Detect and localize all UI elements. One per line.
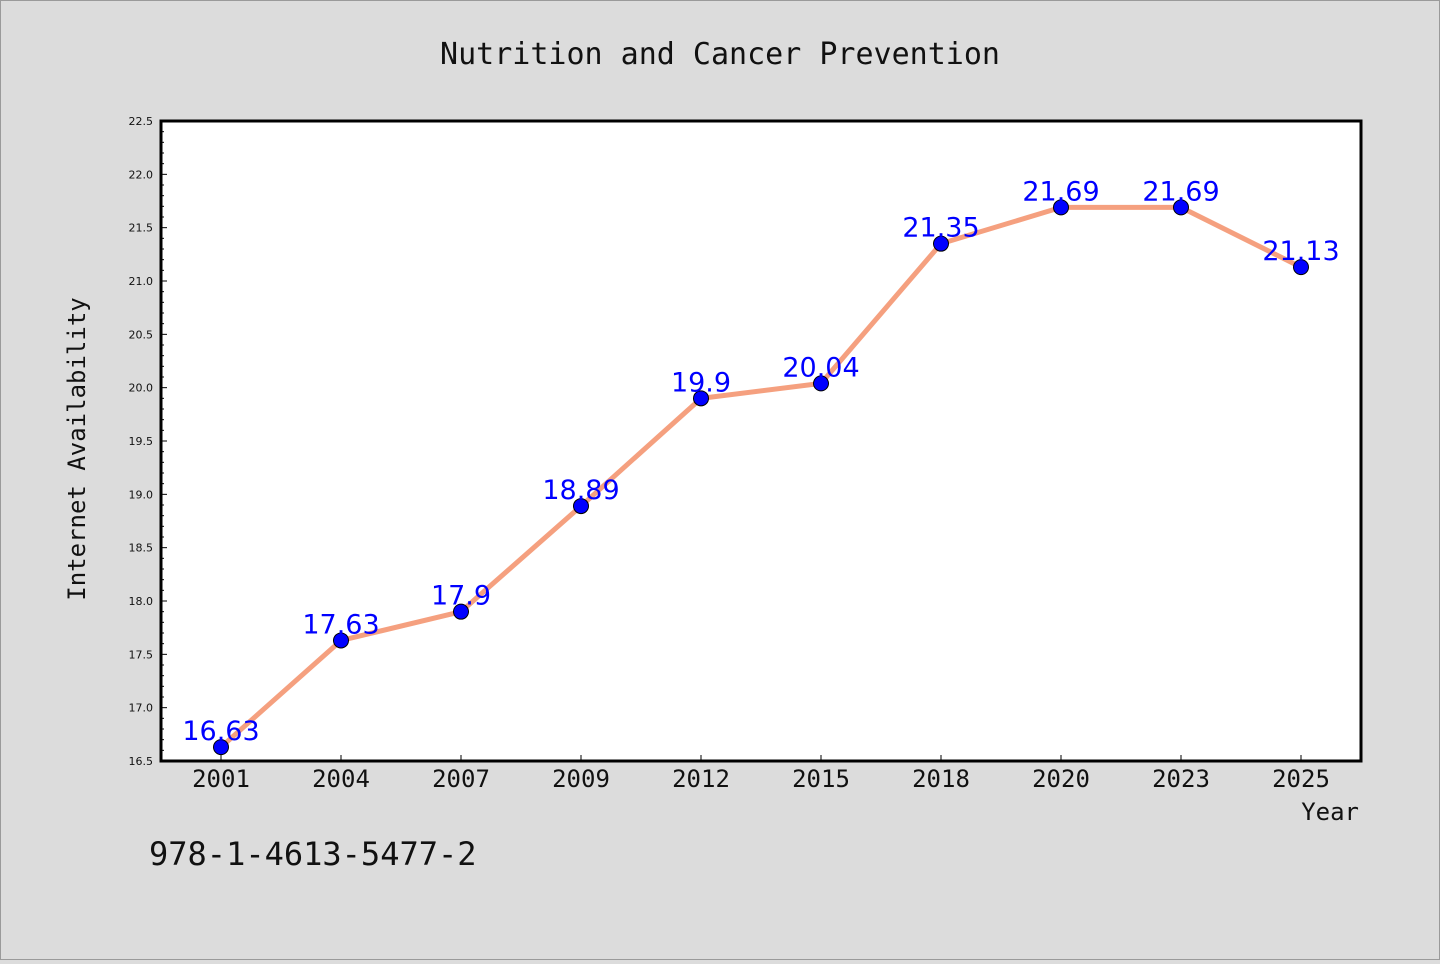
x-tick-label: 2007 [432,765,490,793]
data-point [453,603,469,620]
y-tick-label: 19.5 [129,435,154,448]
x-tick-label: 2004 [312,765,370,793]
data-label: 18.89 [542,475,619,506]
isbn-annotation: 978-1-4613-5477-2 [149,835,477,873]
data-point [573,498,589,515]
y-tick-label: 22.5 [129,115,154,128]
x-tick-label: 2018 [912,765,970,793]
data-point [813,375,829,392]
x-tick-label: 2025 [1272,765,1330,793]
y-tick-label: 16.5 [129,755,154,768]
y-tick-label: 20.5 [129,328,154,341]
x-tick-label: 2015 [792,765,850,793]
x-tick-label: 2001 [192,765,250,793]
y-tick-label: 20.0 [129,382,154,395]
x-tick-label: 2009 [552,765,610,793]
data-series: 16.63 17.63 17.9 18.89 19.9 20.04 21.35 21.69 21… [182,176,1340,756]
data-label: 20.04 [782,352,859,383]
x-axis-label: Year [1301,798,1359,826]
data-label: 17.63 [302,609,379,640]
data-label: 21.69 [1142,176,1219,207]
y-tick-label: 19.0 [129,488,154,501]
data-label: 21.69 [1022,176,1099,207]
y-axis-label: Internet Availability [63,297,91,600]
data-point [933,235,949,252]
y-tick-label: 17.0 [129,702,154,715]
data-label: 17.9 [431,581,491,612]
y-tick-label: 18.5 [129,542,154,555]
plot-area [159,119,1363,763]
y-tick-label: 17.5 [129,648,154,661]
data-point [1173,199,1189,216]
data-point [1293,259,1309,276]
x-axis-ticks: 2001 2004 2007 2009 2012 2015 2018 2020 2023 2025 [192,755,1330,793]
x-tick-label: 2012 [672,765,730,793]
data-point [693,390,709,407]
data-label: 16.63 [182,716,259,747]
data-label: 19.9 [671,367,731,398]
x-tick-label: 2020 [1032,765,1090,793]
y-tick-label: 21.0 [129,275,154,288]
series-line [218,204,1304,750]
chart-title: Nutrition and Cancer Prevention [440,37,1000,72]
data-point [1053,199,1069,216]
data-point [213,739,229,756]
y-tick-label: 22.0 [129,168,154,181]
y-tick-label: 21.5 [129,222,154,235]
x-tick-label: 2023 [1152,765,1210,793]
data-label: 21.35 [902,213,979,244]
data-label: 21.13 [1262,236,1339,267]
y-tick-label: 18.0 [129,595,154,608]
data-point [333,632,349,649]
y-axis-ticks: 16.5 17.0 17.5 18.0 18.5 19.0 19.5 20.0 20.5 21.0… [129,115,167,768]
